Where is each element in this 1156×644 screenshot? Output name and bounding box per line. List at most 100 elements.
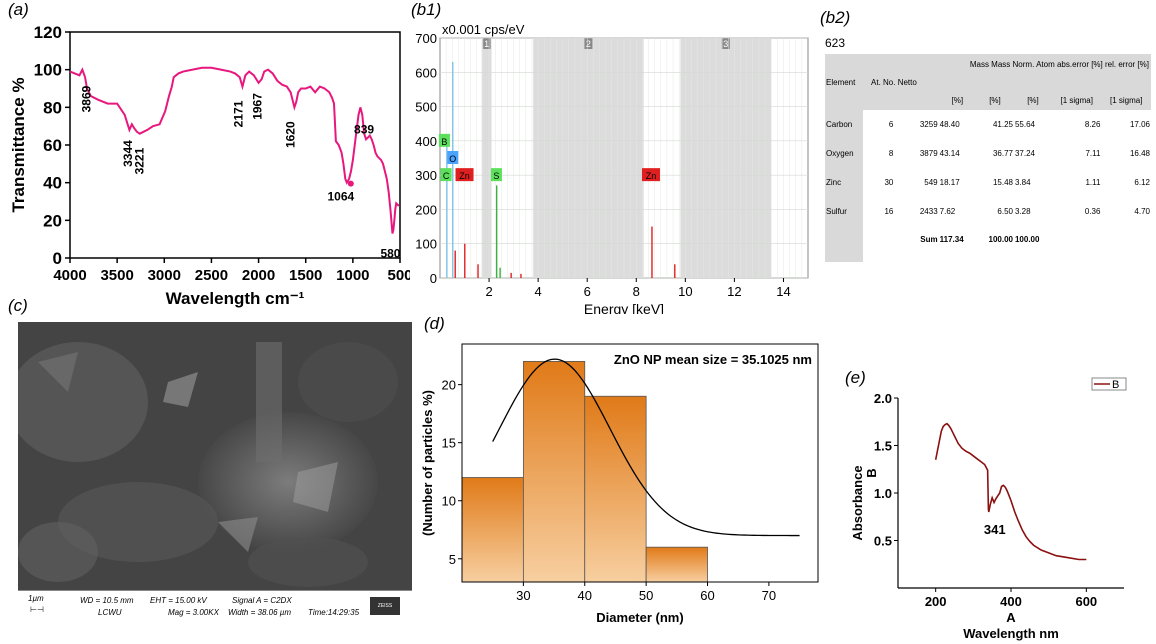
eds-region-tag bbox=[584, 38, 593, 49]
eds-element-label: Zn bbox=[459, 171, 470, 181]
eds-element-tag bbox=[447, 151, 459, 164]
size-ytick-label: 5 bbox=[449, 552, 456, 567]
zeiss-logo: ZEISS bbox=[370, 597, 400, 615]
eds-cell: Oxygen bbox=[826, 149, 854, 158]
eds-cell: 7.62 bbox=[939, 207, 956, 216]
eds-cell: 3.84 bbox=[1014, 178, 1031, 187]
eds-region-label: 3 bbox=[723, 39, 728, 49]
uv-xtick-label: 400 bbox=[1000, 594, 1022, 609]
uv-ytick-label: 1.5 bbox=[874, 439, 892, 454]
ftir-peak-label: 1620 bbox=[283, 121, 297, 148]
eds-header-atno: At. No. bbox=[871, 77, 896, 87]
eds-cell: 30 bbox=[884, 178, 894, 187]
ftir-xtick-label: 1000 bbox=[336, 267, 369, 284]
eds-cell: 3.28 bbox=[1014, 207, 1031, 216]
ftir-peak-label: 3869 bbox=[79, 85, 93, 112]
eds-cell: 48.40 bbox=[939, 120, 960, 129]
eds-xlabel: Energy [keV] bbox=[584, 301, 664, 314]
eds-region-label: 1 bbox=[484, 39, 489, 49]
panel-label-c: (c) bbox=[8, 296, 28, 315]
eds-unit: [%] bbox=[1027, 95, 1039, 105]
size-ytick-label: 20 bbox=[442, 378, 456, 393]
eds-cell: 1.11 bbox=[1085, 178, 1101, 187]
eds-row-oxygen: Oxygen 8 3879 43.14 36.77 37.24 7.11 16.48 bbox=[825, 139, 1151, 168]
ftir-frame bbox=[69, 31, 401, 259]
eds-cell: 8.26 bbox=[1084, 120, 1101, 129]
size-bar bbox=[522, 361, 586, 583]
eds-cell: 7.11 bbox=[1085, 149, 1101, 158]
ftir-xtick-label: 2000 bbox=[242, 267, 275, 284]
panel-label-e: (e) bbox=[845, 368, 866, 387]
uv-ytick-label: 1.0 bbox=[874, 486, 892, 501]
eds-cell: 41.25 bbox=[992, 120, 1013, 129]
ftir-xtick-label: 500 bbox=[387, 267, 410, 284]
sem-wd: WD = 10.5 mm bbox=[80, 596, 134, 605]
ftir-ytick-label: 40 bbox=[43, 174, 62, 193]
eds-cell: 3879 bbox=[919, 149, 938, 158]
eds-xtick-label: 12 bbox=[727, 284, 741, 299]
eds-region-label: 2 bbox=[586, 39, 591, 49]
uv-series-line bbox=[934, 422, 1087, 561]
ftir-ytick-label: 80 bbox=[43, 98, 62, 117]
size-bar bbox=[645, 546, 708, 583]
eds-sum-mass: 117.34 bbox=[939, 234, 964, 244]
eds-unit: [1 sigma] bbox=[1109, 95, 1143, 105]
sem-scale: 1µm bbox=[28, 594, 44, 603]
eds-cell: 8 bbox=[888, 149, 894, 158]
eds-element-tag bbox=[641, 168, 660, 182]
eds-row-sulfur: Sulfur 16 2433 7.62 6.50 3.28 0.36 4.70 bbox=[825, 197, 1151, 226]
eds-row-zinc: Zinc 30 549 18.17 15.48 3.84 1.11 6.12 bbox=[825, 168, 1151, 197]
uv-legend-label: B bbox=[1112, 379, 1119, 391]
ftir-series-line bbox=[69, 66, 400, 234]
eds-cell: 0.36 bbox=[1084, 207, 1101, 216]
size-fit-curve bbox=[492, 358, 800, 537]
size-ytick-label: 10 bbox=[442, 494, 456, 509]
eds-region bbox=[533, 38, 644, 278]
ftir-xlabel: Wavelength cm⁻¹ bbox=[166, 289, 305, 308]
panel-label-b1: (b1) bbox=[411, 0, 442, 19]
eds-header-element: Element bbox=[826, 77, 856, 87]
eds-ytick-label: 200 bbox=[415, 202, 437, 217]
eds-cell: 36.77 bbox=[992, 149, 1013, 158]
eds-ytick-label: 300 bbox=[415, 168, 437, 183]
eds-cell: Carbon bbox=[826, 120, 853, 129]
eds-xtick-label: 14 bbox=[776, 284, 790, 299]
ftir-peak-label: 3344 bbox=[121, 140, 135, 167]
ftir-peak-label: 580 bbox=[380, 247, 400, 261]
size-xtick-label: 50 bbox=[639, 588, 653, 603]
eds-ytick-label: 500 bbox=[415, 100, 437, 115]
sem-time: Time:14:29:35 bbox=[308, 608, 360, 617]
eds-xtick-label: 2 bbox=[485, 284, 492, 299]
uv-ytick-label: 2.0 bbox=[874, 391, 892, 406]
sem-info-bar: 1µm ⊢⊣ WD = 10.5 mm LCWU EHT = 15.00 kV … bbox=[18, 590, 412, 623]
size-ytick-label: 15 bbox=[442, 436, 456, 451]
panel-label-b2: (b2) bbox=[820, 8, 851, 27]
size-ylabel: (Number of particles %) bbox=[420, 390, 435, 536]
sem-width: Width = 38.06 µm bbox=[228, 608, 292, 617]
uv-ylabel: B bbox=[864, 468, 879, 477]
eds-cell: 18.17 bbox=[939, 178, 960, 187]
ftir-xtick-label: 2500 bbox=[195, 267, 228, 284]
eds-cell: 549 bbox=[924, 178, 938, 187]
eds-unit: [1 sigma] bbox=[1060, 95, 1093, 105]
eds-xtick-label: 10 bbox=[678, 284, 692, 299]
size-bar bbox=[584, 395, 647, 583]
eds-sum-label: Sum bbox=[920, 234, 938, 244]
eds-element-tag bbox=[440, 168, 452, 182]
ftir-peak-label: 2171 bbox=[231, 100, 245, 127]
size-xtick-label: 40 bbox=[578, 588, 592, 603]
eds-cell: 55.64 bbox=[1014, 120, 1036, 129]
sem-signal: Signal A = C2DX bbox=[232, 596, 292, 605]
size-xtick-label: 60 bbox=[700, 588, 714, 603]
eds-region-tag bbox=[721, 38, 730, 49]
eds-cell: 16.48 bbox=[1129, 149, 1150, 158]
size-xtick-label: 70 bbox=[762, 588, 776, 603]
ftir-chart: 4000 3500 3000 2500 2000 1500 1000 500 0 20 40 60 80… bbox=[9, 23, 410, 308]
ftir-marker bbox=[347, 180, 354, 187]
ftir-ytick-label: 0 bbox=[53, 249, 62, 268]
eds-unit: [%] bbox=[951, 95, 964, 105]
eds-sum-atom: 100.00 bbox=[1014, 234, 1040, 244]
sem-eht: EHT = 15.00 kV bbox=[150, 596, 207, 605]
eds-cell: Zinc bbox=[826, 178, 842, 187]
uv-peak-label: 341 bbox=[984, 522, 1006, 537]
